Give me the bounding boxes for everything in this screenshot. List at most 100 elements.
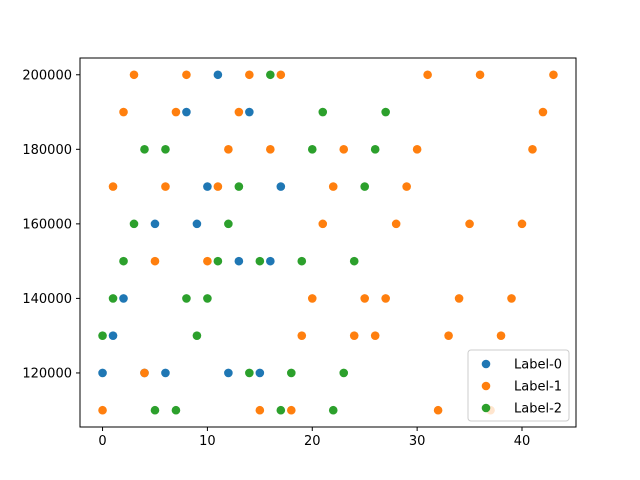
- data-point: [119, 256, 128, 266]
- data-point: [433, 405, 443, 415]
- data-point: [266, 70, 275, 80]
- data-point: [517, 219, 527, 229]
- data-point: [182, 107, 191, 117]
- data-point: [234, 256, 244, 266]
- data-point: [276, 182, 286, 191]
- data-point: [171, 405, 181, 415]
- x-tick-label: 0: [98, 434, 106, 449]
- data-point: [98, 331, 107, 340]
- data-point: [423, 70, 432, 80]
- data-point: [192, 331, 202, 340]
- data-point: [213, 70, 223, 80]
- data-point: [203, 256, 212, 266]
- data-point: [276, 70, 286, 80]
- data-point: [129, 219, 139, 229]
- data-point: [150, 219, 160, 229]
- data-point: [213, 256, 223, 266]
- data-point: [349, 331, 359, 340]
- data-point: [360, 294, 370, 303]
- data-point: [297, 331, 307, 340]
- data-point: [224, 219, 233, 229]
- data-point: [391, 219, 401, 229]
- data-point: [140, 368, 149, 378]
- data-point: [402, 182, 411, 191]
- data-point: [349, 256, 359, 266]
- legend: Label-0 Label-1 Label-2: [467, 349, 570, 422]
- data-point: [108, 331, 118, 340]
- data-point: [287, 368, 296, 378]
- legend-label: Label-1: [514, 380, 562, 395]
- x-tick-label: 20: [304, 434, 321, 449]
- data-point: [182, 70, 191, 80]
- data-point: [192, 219, 202, 229]
- data-point: [255, 368, 265, 378]
- legend-marker: [481, 381, 491, 391]
- x-axis: 0 10 20 30 40: [98, 427, 530, 449]
- data-point: [266, 256, 275, 266]
- data-point: [245, 70, 254, 80]
- y-axis: 120000 140000 160000 180000 200000: [22, 68, 80, 381]
- data-point: [339, 145, 349, 154]
- data-point: [119, 107, 128, 117]
- data-point: [245, 107, 254, 117]
- series-label-1: [98, 70, 558, 415]
- data-point: [108, 182, 118, 191]
- y-tick-label: 120000: [22, 366, 72, 381]
- data-point: [328, 405, 338, 415]
- data-point: [108, 294, 118, 303]
- data-point: [465, 219, 474, 229]
- data-points: [98, 70, 558, 415]
- data-point: [454, 294, 464, 303]
- data-point: [318, 107, 328, 117]
- data-point: [318, 219, 328, 229]
- data-point: [297, 256, 307, 266]
- data-point: [150, 405, 160, 415]
- legend-item-label-1: Label-1: [481, 380, 562, 395]
- y-tick-label: 140000: [22, 292, 72, 307]
- data-point: [213, 182, 223, 191]
- data-point: [538, 107, 548, 117]
- data-point: [381, 107, 390, 117]
- x-tick-label: 10: [199, 434, 216, 449]
- y-tick-label: 160000: [22, 217, 72, 232]
- data-point: [307, 294, 317, 303]
- data-point: [549, 70, 558, 80]
- legend-marker: [481, 359, 491, 369]
- data-point: [234, 107, 244, 117]
- legend-label: Label-0: [514, 358, 562, 373]
- data-point: [161, 145, 170, 154]
- y-tick-label: 180000: [22, 143, 72, 158]
- data-point: [245, 368, 254, 378]
- data-point: [255, 405, 265, 415]
- data-point: [255, 256, 265, 266]
- data-point: [140, 145, 149, 154]
- data-point: [339, 368, 349, 378]
- data-point: [328, 182, 338, 191]
- data-point: [171, 107, 181, 117]
- data-point: [370, 145, 380, 154]
- legend-label: Label-2: [514, 402, 562, 417]
- x-tick-label: 30: [409, 434, 426, 449]
- data-point: [370, 331, 380, 340]
- legend-item-label-2: Label-2: [481, 402, 562, 417]
- legend-item-label-0: Label-0: [481, 358, 562, 373]
- legend-box: [467, 349, 570, 422]
- data-point: [360, 182, 370, 191]
- data-point: [381, 294, 390, 303]
- data-point: [234, 182, 244, 191]
- data-point: [287, 405, 296, 415]
- data-point: [203, 182, 212, 191]
- data-point: [119, 294, 128, 303]
- data-point: [150, 256, 160, 266]
- data-point: [129, 70, 139, 80]
- data-point: [161, 368, 170, 378]
- data-point: [224, 368, 233, 378]
- data-point: [496, 331, 506, 340]
- data-point: [161, 182, 170, 191]
- data-point: [98, 405, 107, 415]
- data-point: [412, 145, 422, 154]
- data-point: [224, 145, 233, 154]
- data-point: [475, 70, 485, 80]
- x-tick-label: 40: [514, 434, 531, 449]
